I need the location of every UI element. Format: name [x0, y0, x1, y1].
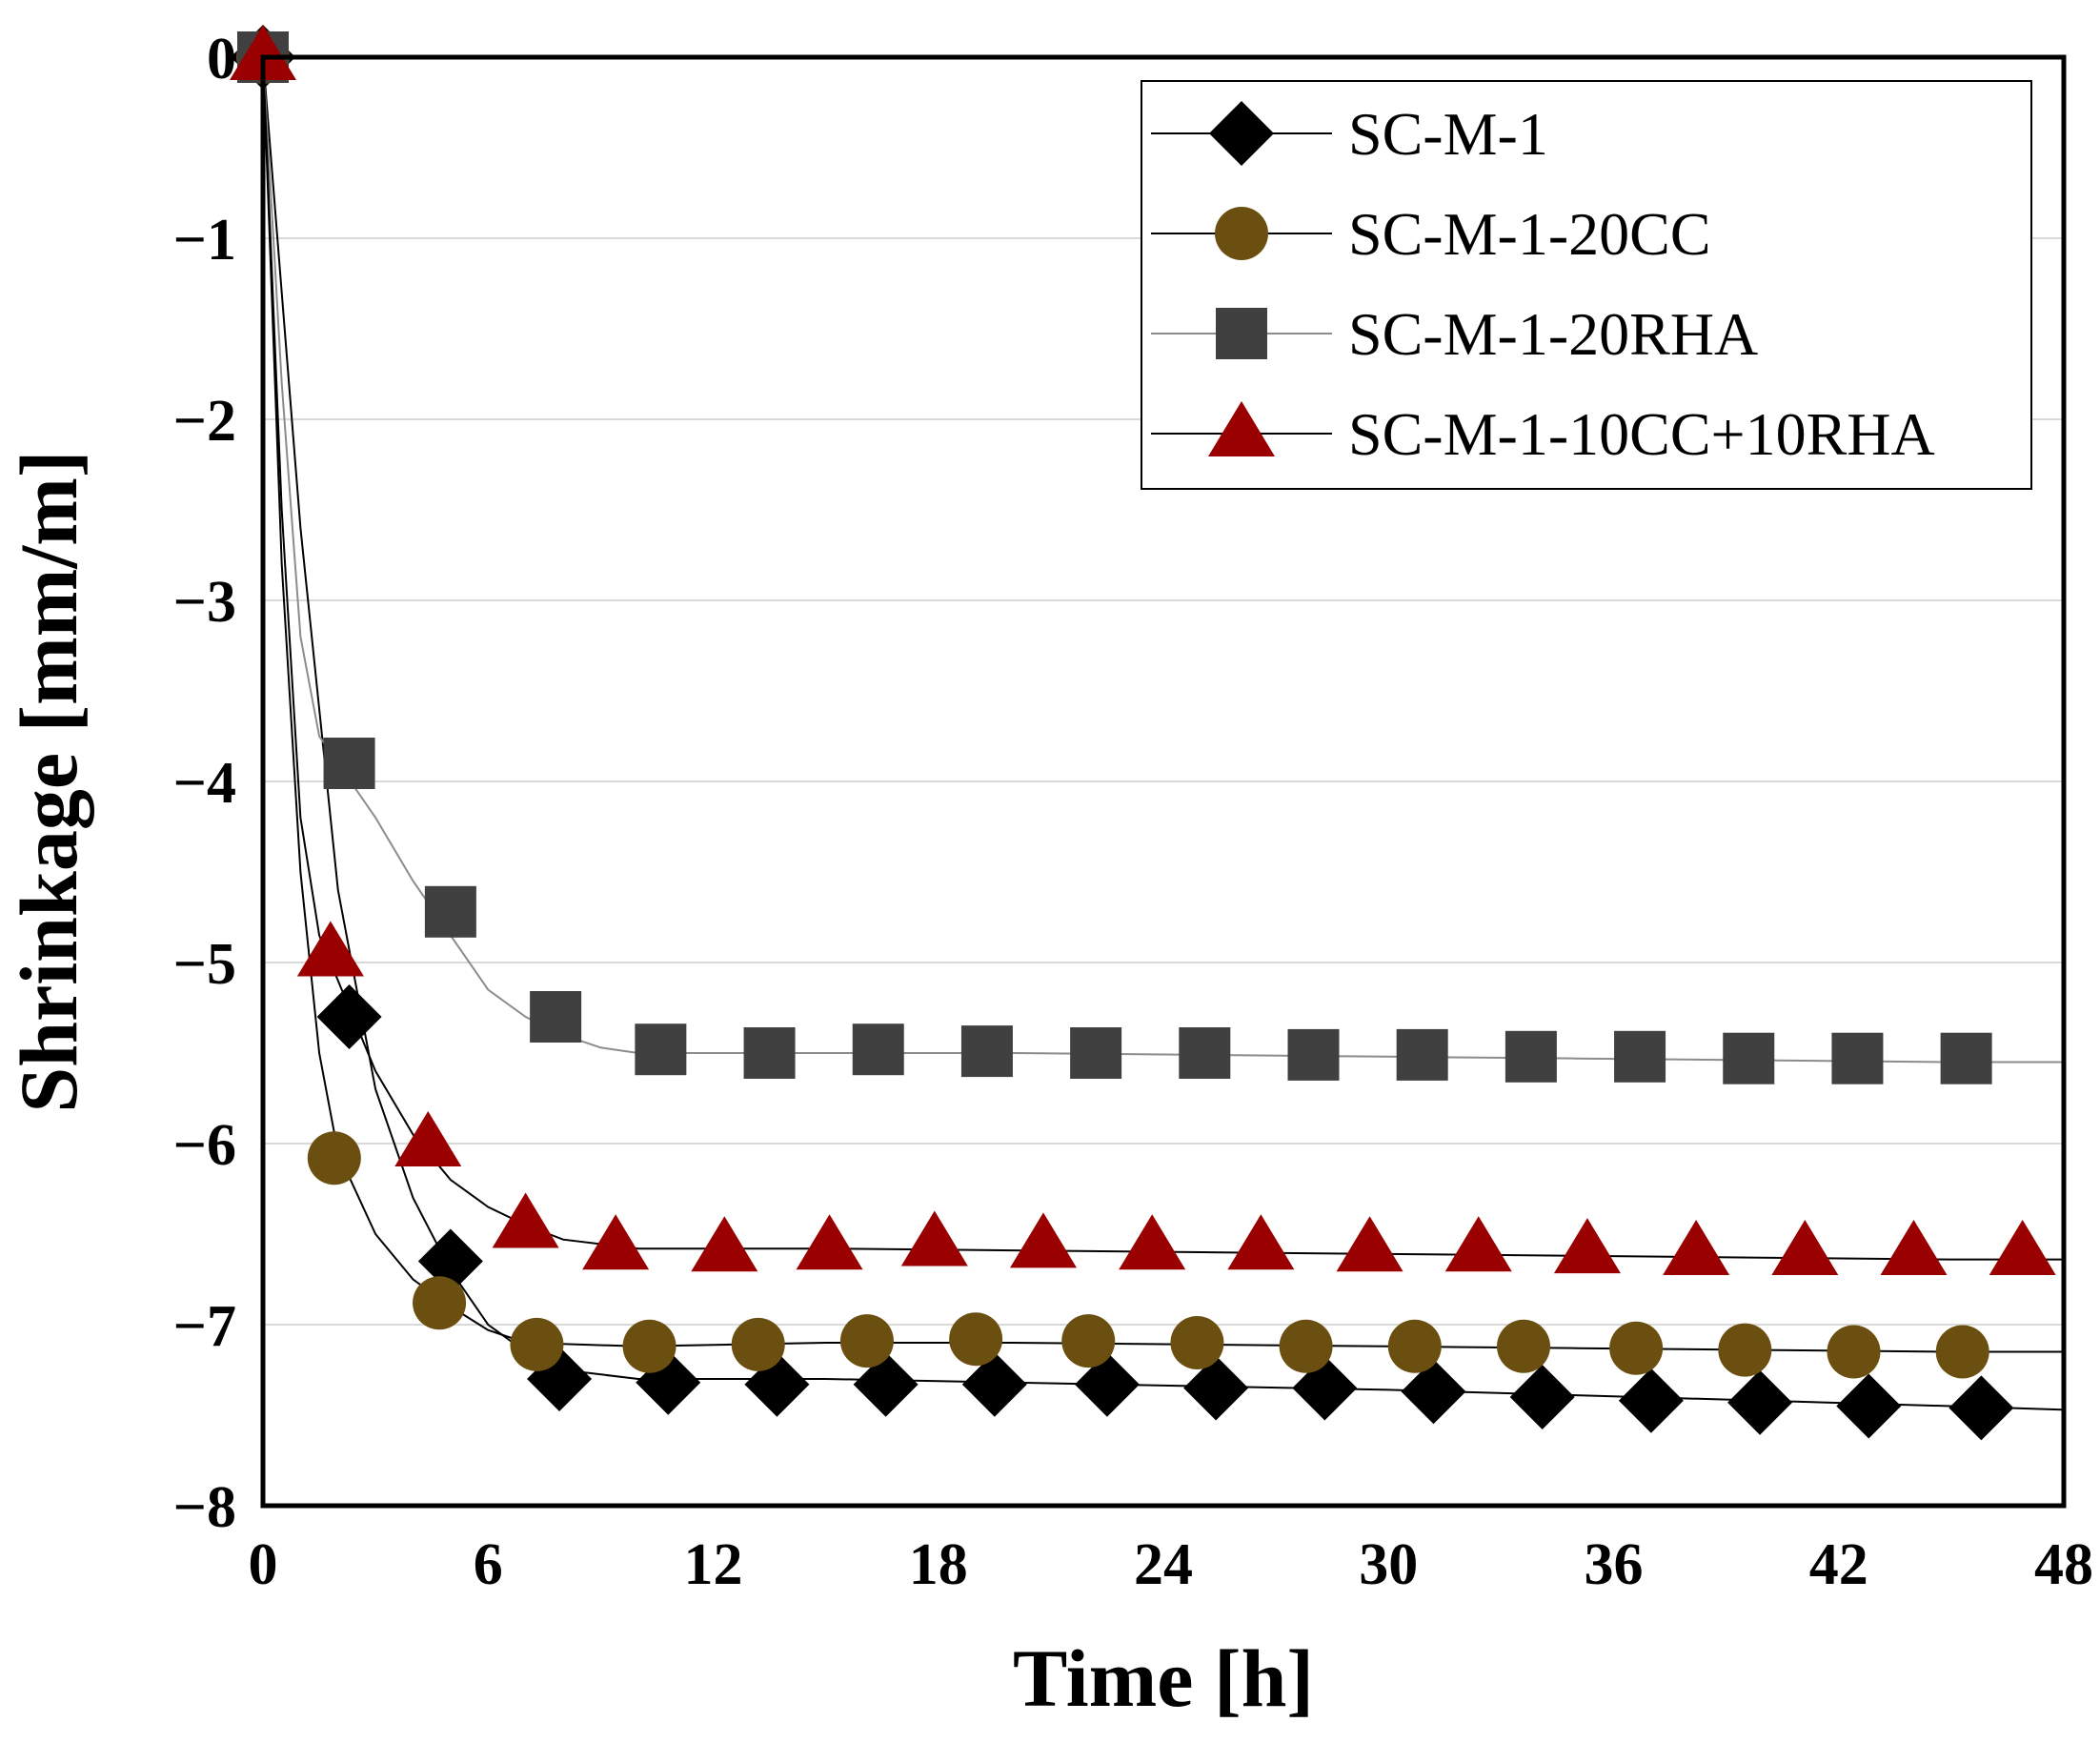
data-point: [622, 1319, 676, 1373]
y-tick-label: −2: [173, 389, 236, 454]
x-axis-title: Time [h]: [1013, 1632, 1314, 1724]
legend-label: SC-M-1-20CC: [1348, 200, 1711, 268]
data-point: [510, 1317, 564, 1371]
legend-box: [1141, 80, 2032, 490]
data-point: [1831, 1032, 1884, 1084]
data-point: [1336, 1216, 1403, 1272]
data-point: [413, 1276, 467, 1330]
data-point: [1827, 1325, 1881, 1379]
data-point: [960, 1025, 1013, 1078]
data-point: [1444, 1216, 1512, 1272]
y-axis-ticks: 0 −1 −2 −3 −4 −5 −6 −7 −8: [173, 27, 236, 1540]
data-point: [900, 1210, 968, 1267]
data-point: [1663, 1220, 1730, 1275]
data-point: [1935, 1325, 1989, 1379]
x-tick-label: 30: [1359, 1532, 1418, 1597]
data-point: [635, 1023, 687, 1076]
legend-marker: [1216, 308, 1267, 359]
x-tick-label: 6: [474, 1532, 503, 1597]
data-point: [1119, 1214, 1186, 1270]
data-point: [1718, 1323, 1772, 1377]
data-point: [1940, 1032, 1992, 1084]
y-tick-label: −8: [173, 1475, 236, 1540]
data-point: [1497, 1319, 1550, 1373]
data-point: [1989, 1220, 2056, 1275]
data-point: [1553, 1218, 1621, 1274]
legend-marker: [1215, 207, 1268, 260]
y-tick-label: −4: [173, 751, 236, 816]
data-point: [1061, 1314, 1116, 1368]
x-tick-label: 24: [1134, 1532, 1193, 1597]
data-point: [1727, 1369, 1793, 1435]
legend: SC-M-1 SC-M-1-20CC SC-M-1-20RHA SC-M-1-10CC…: [1141, 80, 2032, 490]
data-point: [1836, 1373, 1902, 1439]
data-point: [424, 885, 476, 938]
data-point: [1170, 1316, 1224, 1369]
legend-label: SC-M-1: [1348, 100, 1548, 168]
y-tick-label: −3: [173, 570, 236, 635]
data-point: [1618, 1368, 1684, 1433]
x-tick-label: 12: [684, 1532, 743, 1597]
data-point: [1396, 1028, 1448, 1081]
x-tick-label: 36: [1585, 1532, 1644, 1597]
y-tick-label: −7: [173, 1294, 236, 1359]
data-point: [323, 738, 375, 789]
y-tick-label: −5: [173, 932, 236, 997]
data-point: [1070, 1027, 1122, 1079]
data-point: [296, 921, 364, 977]
data-point: [1287, 1028, 1340, 1081]
x-tick-label: 48: [2034, 1532, 2093, 1597]
data-point: [230, 25, 296, 80]
data-point: [1401, 1359, 1466, 1425]
data-point: [1609, 1321, 1664, 1375]
plot-area-frame: [260, 54, 2067, 1509]
data-point: [530, 991, 582, 1043]
legend-marker: [1209, 101, 1274, 166]
legend-label: SC-M-1-10CC+10RHA: [1348, 400, 1935, 468]
data-point: [1179, 1027, 1231, 1079]
legend-label: SC-M-1-20RHA: [1348, 300, 1758, 368]
data-point: [1279, 1319, 1333, 1373]
x-tick-label: 42: [1809, 1532, 1868, 1597]
data-point: [1227, 1214, 1295, 1270]
data-point: [1183, 1355, 1249, 1421]
data-point: [582, 1214, 650, 1270]
data-point: [1074, 1351, 1140, 1417]
data-point: [307, 1131, 361, 1185]
y-tick-label: −1: [173, 208, 236, 273]
data-point: [1387, 1319, 1442, 1373]
data-point: [731, 1317, 785, 1371]
y-axis-title: Shrinkage [mm/m]: [3, 450, 94, 1112]
data-point: [1010, 1212, 1077, 1268]
legend-marker: [1208, 401, 1275, 456]
data-point: [743, 1027, 796, 1079]
data-point: [796, 1214, 863, 1270]
data-point: [961, 1351, 1027, 1417]
data-point: [492, 1192, 559, 1248]
data-point: [691, 1216, 758, 1272]
data-point: [852, 1023, 904, 1076]
data-point: [1723, 1032, 1775, 1084]
data-point: [1509, 1365, 1575, 1429]
x-tick-label: 18: [909, 1532, 968, 1597]
data-point: [316, 984, 382, 1049]
data-point: [839, 1314, 894, 1368]
x-axis-ticks: 0 6 12 18 24 30 36 42 48: [249, 1532, 2094, 1597]
data-point: [1880, 1220, 1948, 1275]
y-tick-label: 0: [207, 27, 236, 91]
data-point: [1504, 1030, 1557, 1083]
data-point: [1614, 1030, 1666, 1083]
y-tick-label: −6: [173, 1113, 236, 1178]
data-point: [1949, 1375, 2014, 1441]
data-point: [853, 1351, 919, 1417]
data-point: [394, 1111, 462, 1166]
data-point: [1771, 1220, 1839, 1275]
data-point: [949, 1312, 1003, 1367]
x-tick-label: 0: [249, 1532, 278, 1597]
